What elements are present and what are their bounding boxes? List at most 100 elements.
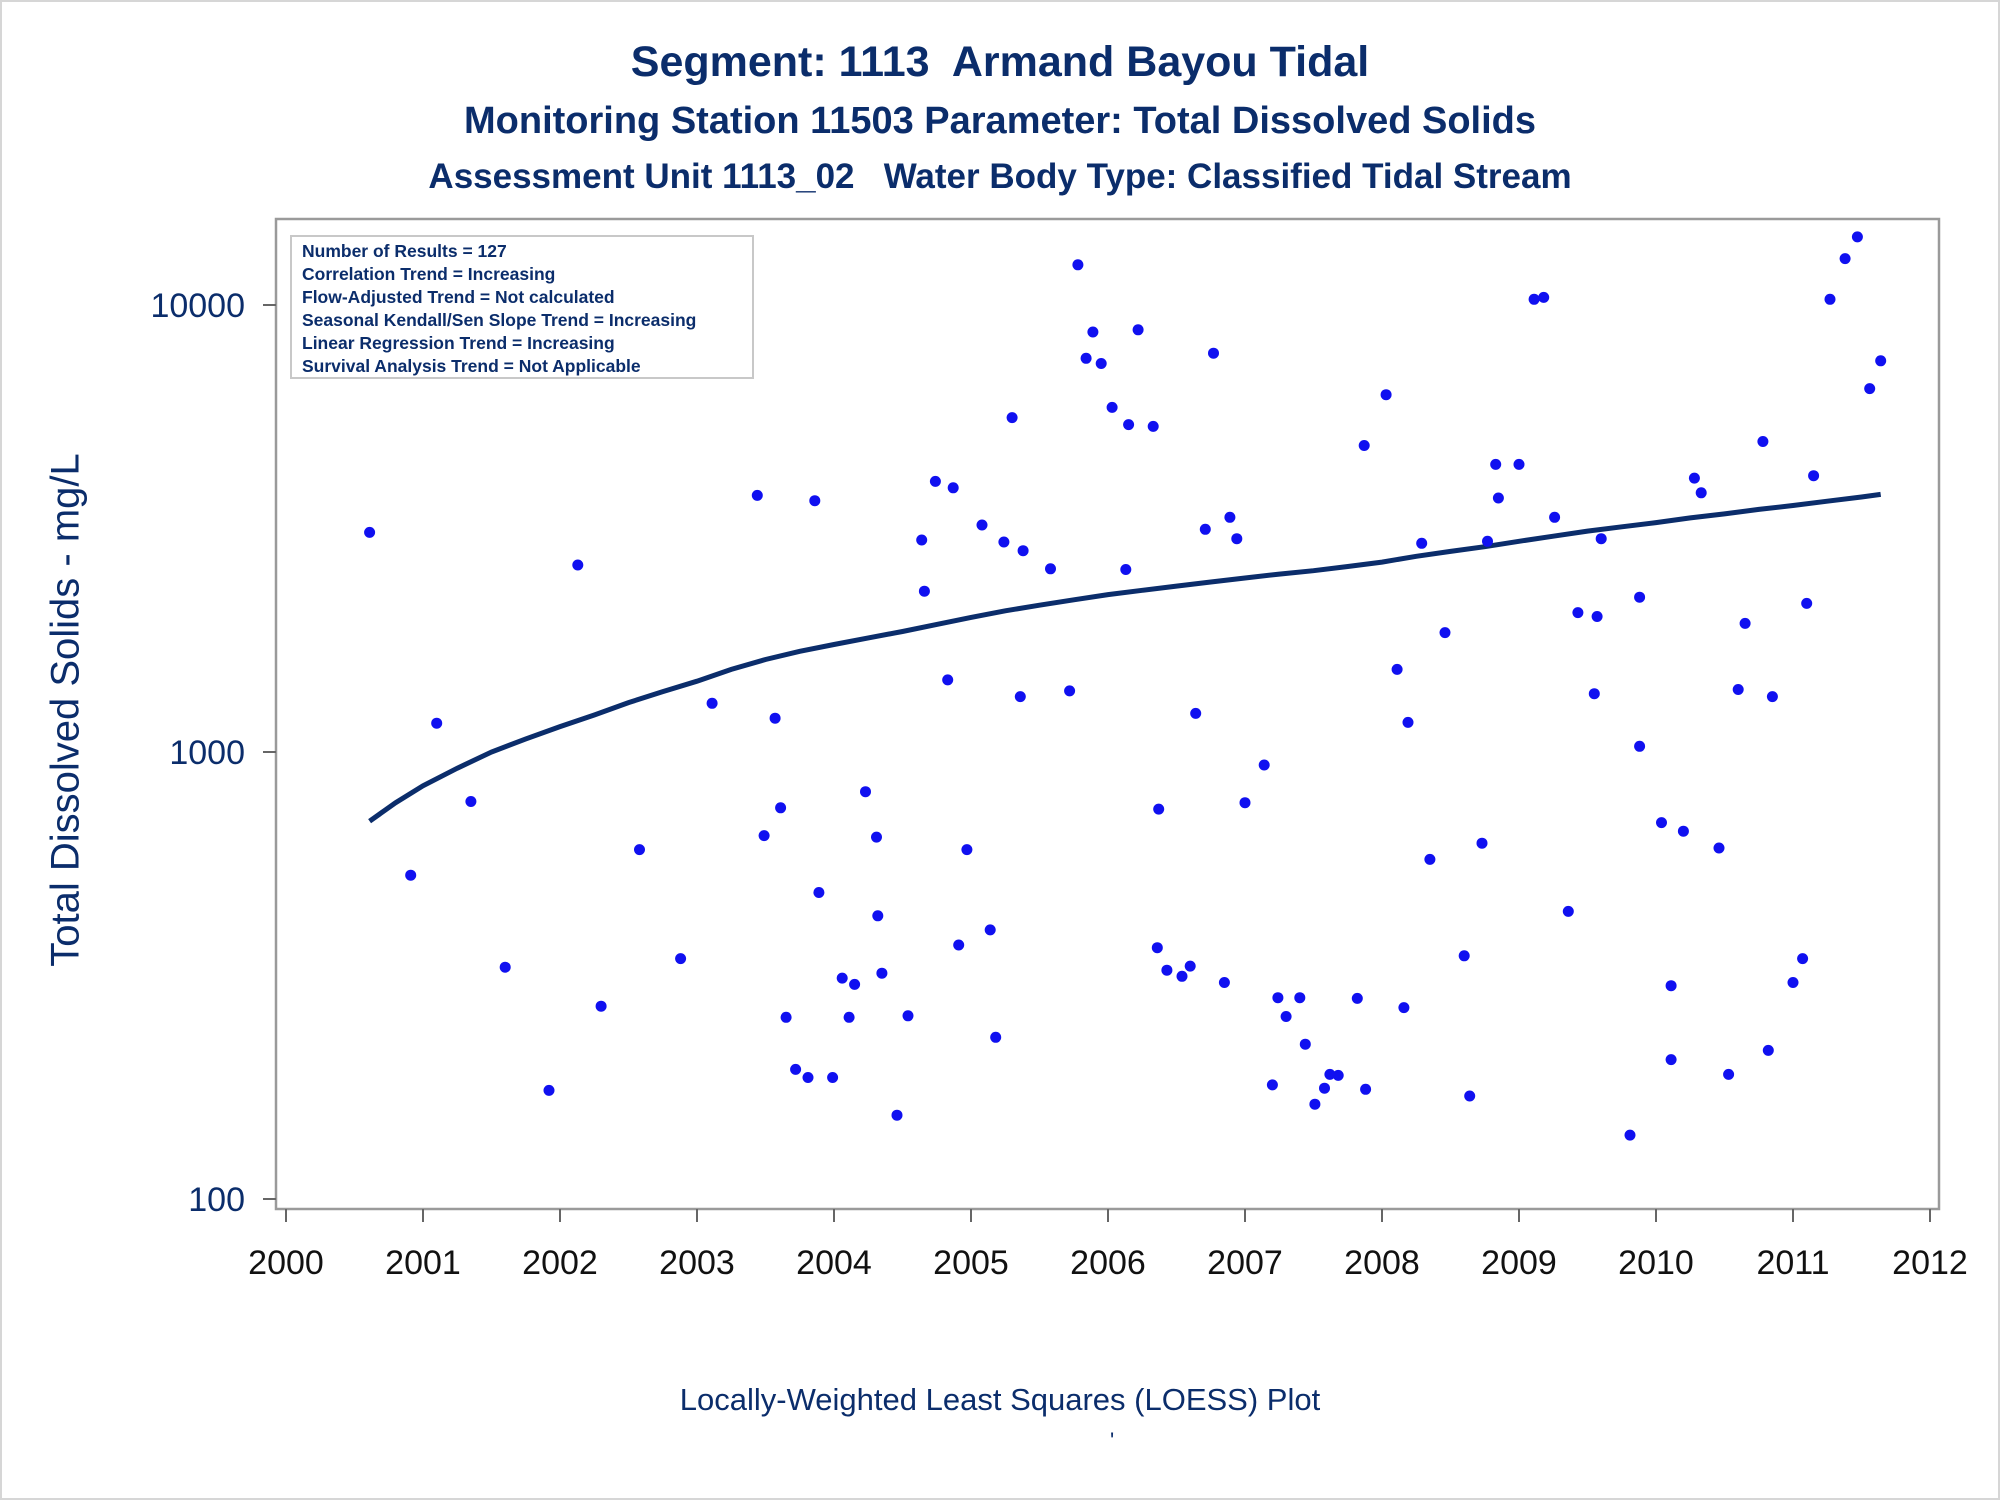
data-point xyxy=(1713,842,1725,854)
data-point xyxy=(572,559,584,571)
legend-line: Survival Analysis Trend = Not Applicable xyxy=(302,356,641,376)
data-point xyxy=(758,830,770,842)
data-point xyxy=(836,972,848,984)
data-point xyxy=(1634,591,1646,603)
data-point xyxy=(1416,537,1428,549)
data-point xyxy=(1161,964,1173,976)
x-tick-label: 2009 xyxy=(1481,1244,1557,1282)
data-point xyxy=(1839,253,1851,265)
data-point xyxy=(1824,293,1836,305)
legend-line: Flow-Adjusted Trend = Not calculated xyxy=(302,287,615,307)
data-point xyxy=(1358,440,1370,451)
data-point xyxy=(1591,611,1603,622)
data-point xyxy=(1123,419,1135,431)
data-point xyxy=(1562,905,1574,917)
y-tick-label: 10000 xyxy=(150,287,245,325)
data-point xyxy=(860,786,871,798)
x-tick-label: 2012 xyxy=(1892,1244,1968,1282)
data-point xyxy=(1360,1083,1372,1095)
data-point xyxy=(1299,1038,1311,1050)
data-point xyxy=(1766,691,1778,703)
data-point xyxy=(1120,564,1132,575)
x-tick-label: 2006 xyxy=(1070,1244,1146,1282)
data-point xyxy=(1801,597,1813,609)
data-point xyxy=(1294,992,1306,1004)
x-tick-label: 2010 xyxy=(1618,1244,1694,1282)
data-point xyxy=(902,1010,914,1022)
data-point xyxy=(706,697,718,709)
data-point xyxy=(1549,511,1561,523)
data-point xyxy=(1624,1129,1636,1141)
data-point xyxy=(1739,617,1751,629)
data-point xyxy=(543,1084,555,1096)
data-point xyxy=(1095,358,1107,369)
data-point xyxy=(1528,293,1540,305)
data-point xyxy=(929,475,941,487)
data-point xyxy=(1538,291,1550,303)
data-point xyxy=(813,887,825,898)
data-point xyxy=(1218,977,1230,988)
data-point xyxy=(998,536,1010,548)
data-point xyxy=(1153,803,1165,815)
data-point xyxy=(961,844,973,856)
data-point xyxy=(1045,563,1056,575)
data-point xyxy=(918,585,930,597)
data-point xyxy=(775,802,787,814)
data-point xyxy=(1688,472,1700,484)
data-point xyxy=(1199,523,1211,535)
data-point xyxy=(809,495,821,507)
loess-trend-line xyxy=(368,491,1882,824)
data-point xyxy=(802,1072,814,1083)
data-point xyxy=(1875,355,1887,367)
data-point xyxy=(431,717,443,729)
data-point xyxy=(1665,980,1677,992)
data-point xyxy=(1656,817,1667,829)
data-point xyxy=(872,910,884,922)
data-point xyxy=(942,674,954,686)
chart-subtitle-assessment: Assessment Unit 1113_02 Water Body Type:… xyxy=(428,157,1572,196)
data-point xyxy=(1665,1054,1677,1066)
data-point xyxy=(1190,707,1202,719)
data-point xyxy=(871,831,882,843)
x-tick-label: 2000 xyxy=(248,1244,324,1282)
x-tick-label: 2001 xyxy=(385,1244,461,1282)
legend-line: Seasonal Kendall/Sen Slope Trend = Incre… xyxy=(302,310,696,330)
data-point xyxy=(1080,352,1092,364)
data-point xyxy=(405,869,417,881)
data-point xyxy=(1492,492,1504,504)
data-point xyxy=(751,489,763,501)
data-point xyxy=(1380,389,1392,401)
data-point xyxy=(1732,684,1744,695)
data-point xyxy=(1677,825,1689,837)
data-point xyxy=(1231,533,1243,545)
data-point xyxy=(595,1000,607,1012)
data-point xyxy=(1787,977,1799,988)
data-point xyxy=(1258,759,1270,771)
data-point xyxy=(1239,797,1251,809)
y-tick-label: 1000 xyxy=(169,734,245,772)
data-point xyxy=(843,1011,855,1023)
data-point xyxy=(1132,324,1144,336)
legend-line: Number of Results = 127 xyxy=(302,241,507,261)
data-point xyxy=(916,534,928,546)
data-point xyxy=(1513,458,1525,470)
data-point xyxy=(675,953,687,965)
x-tick-label: 2004 xyxy=(796,1244,872,1282)
data-point xyxy=(1572,607,1584,619)
x-tick-label: 2007 xyxy=(1207,1244,1283,1282)
data-point xyxy=(1272,992,1284,1004)
data-point xyxy=(364,526,376,538)
data-point xyxy=(1324,1068,1336,1080)
data-point xyxy=(1797,953,1809,965)
x-tick-label: 2005 xyxy=(933,1244,1009,1282)
data-point xyxy=(1014,691,1026,703)
chart-title: Segment: 1113 Armand Bayou Tidal xyxy=(630,38,1370,86)
data-point xyxy=(1723,1068,1735,1080)
data-point xyxy=(1476,837,1488,849)
data-point xyxy=(1147,420,1159,432)
data-point xyxy=(953,939,965,951)
data-point xyxy=(1808,470,1820,482)
data-point xyxy=(1757,436,1769,447)
data-point xyxy=(499,961,511,973)
